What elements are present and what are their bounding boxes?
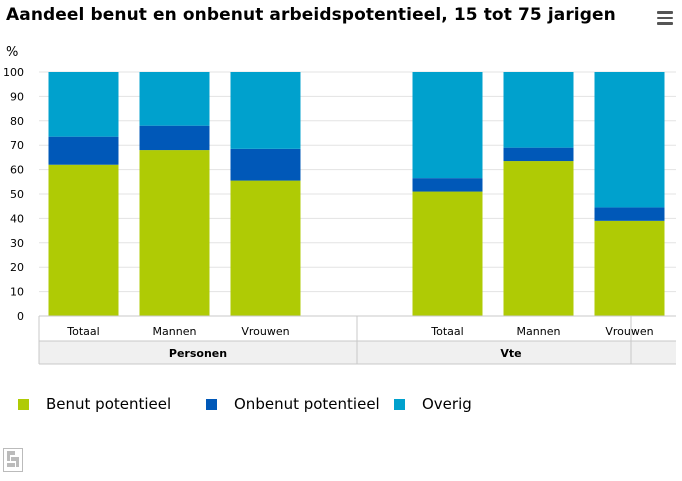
x-tick-label: Mannen bbox=[517, 325, 561, 338]
y-tick-label: 30 bbox=[10, 237, 24, 250]
bar-segment bbox=[503, 161, 574, 316]
bar-segment bbox=[412, 72, 483, 179]
bar-segment bbox=[594, 220, 665, 316]
y-tick-label: 70 bbox=[10, 139, 24, 152]
bar-segment bbox=[139, 125, 210, 151]
bar-segment bbox=[48, 164, 119, 316]
x-group-label: Personen bbox=[169, 347, 227, 360]
y-tick-label: 0 bbox=[17, 310, 24, 323]
bar-segment bbox=[503, 72, 574, 148]
cbs-logo-icon bbox=[3, 448, 23, 472]
legend-swatch bbox=[394, 398, 405, 410]
x-tick-label: Mannen bbox=[153, 325, 197, 338]
y-tick-label: 60 bbox=[10, 164, 24, 177]
y-tick-label: 80 bbox=[10, 115, 24, 128]
chart-title: Aandeel benut en onbenut arbeidspotentie… bbox=[6, 5, 616, 25]
x-tick-label: Totaal bbox=[430, 325, 463, 338]
bar-segment bbox=[230, 180, 301, 316]
bar-segment bbox=[139, 150, 210, 316]
bar-segment bbox=[412, 191, 483, 316]
y-tick-label: 10 bbox=[10, 286, 24, 299]
y-tick-label: 100 bbox=[3, 66, 24, 79]
bar-segment bbox=[230, 72, 301, 149]
bar-segment bbox=[412, 178, 483, 192]
bar-segment bbox=[594, 72, 665, 208]
y-tick-label: 20 bbox=[10, 261, 24, 274]
bar-segment bbox=[503, 147, 574, 162]
stacked-bar-chart: 0 10 20 30 40 50 60 70 80 90 100% Totaal Mannen Vrouw… bbox=[3, 45, 676, 365]
x-group-label: Vte bbox=[500, 347, 521, 360]
x-tick-label: Totaal bbox=[66, 325, 99, 338]
bar-segment bbox=[594, 207, 665, 221]
hamburger-menu-icon[interactable] bbox=[657, 11, 673, 25]
legend-label: Benut potentieel bbox=[46, 395, 172, 413]
bar-segment bbox=[139, 72, 210, 126]
bar-segment bbox=[230, 148, 301, 181]
y-tick-label: 50 bbox=[10, 188, 24, 201]
x-tick-label: Vrouwen bbox=[241, 325, 289, 338]
legend-item[interactable]: Benut potentieel bbox=[18, 395, 171, 413]
legend-label: Onbenut potentieel bbox=[234, 395, 380, 413]
bar-segment bbox=[48, 72, 119, 137]
legend-label: Overig bbox=[422, 395, 472, 413]
legend-swatch bbox=[206, 398, 217, 410]
x-tick-label: Vrouwen bbox=[605, 325, 653, 338]
legend-item[interactable]: Overig bbox=[394, 395, 472, 413]
y-tick-label: 40 bbox=[10, 212, 24, 225]
legend-swatch bbox=[18, 398, 29, 410]
y-tick-label: 90 bbox=[10, 90, 24, 103]
legend-item[interactable]: Onbenut potentieel bbox=[206, 395, 380, 413]
y-axis-label: % bbox=[6, 45, 18, 60]
bar-segment bbox=[48, 136, 119, 165]
